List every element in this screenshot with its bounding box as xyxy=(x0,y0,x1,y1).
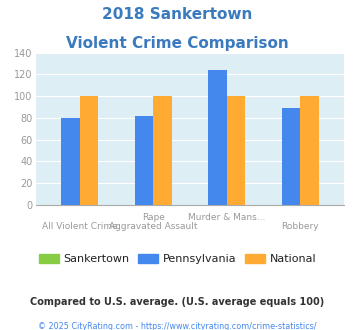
Bar xyxy=(80,96,98,205)
Legend: Sankertown, Pennsylvania, National: Sankertown, Pennsylvania, National xyxy=(37,252,318,267)
Bar xyxy=(227,96,245,205)
Text: Murder & Mans...: Murder & Mans... xyxy=(188,213,266,222)
Text: Robbery: Robbery xyxy=(282,222,319,231)
Text: Violent Crime Comparison: Violent Crime Comparison xyxy=(66,36,289,51)
Text: © 2025 CityRating.com - https://www.cityrating.com/crime-statistics/: © 2025 CityRating.com - https://www.city… xyxy=(38,322,317,330)
Text: Rape: Rape xyxy=(142,213,165,222)
Bar xyxy=(153,96,171,205)
Bar xyxy=(282,108,300,205)
Text: Compared to U.S. average. (U.S. average equals 100): Compared to U.S. average. (U.S. average … xyxy=(31,297,324,307)
Bar xyxy=(300,96,319,205)
Bar xyxy=(61,118,80,205)
Text: All Violent Crime: All Violent Crime xyxy=(42,222,118,231)
Text: 2018 Sankertown: 2018 Sankertown xyxy=(102,7,253,21)
Bar xyxy=(208,70,227,205)
Text: Aggravated Assault: Aggravated Assault xyxy=(109,222,197,231)
Bar xyxy=(135,116,153,205)
